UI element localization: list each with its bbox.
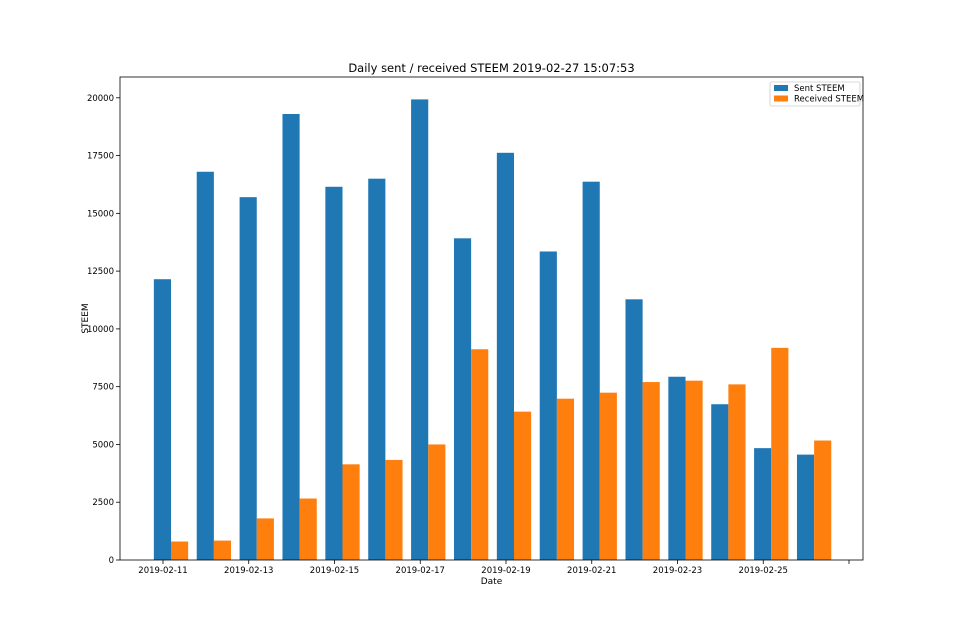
sent-bar-2019-02-23 <box>668 376 686 560</box>
x-axis-ticks: 2019-02-11 2019-02-13 2019-02-15 2019-02-17… <box>138 560 850 576</box>
received-bar-2019-02-22 <box>642 382 660 560</box>
legend-swatch <box>774 95 788 102</box>
sent-bar-2019-02-25 <box>754 448 772 560</box>
received-bar-2019-02-17 <box>428 444 446 560</box>
received-bar-2019-02-23 <box>685 380 703 560</box>
legend-frame <box>769 81 861 107</box>
bars-layer <box>153 99 832 561</box>
received-bar-2019-02-15 <box>342 464 360 560</box>
sent-bar-2019-02-24 <box>711 404 729 560</box>
received-bar-2019-02-18 <box>471 349 489 560</box>
x-tick-label: 2019-02-11 <box>138 566 187 576</box>
sent-bar-2019-02-26 <box>796 454 815 560</box>
sent-bar-2019-02-18 <box>453 238 472 560</box>
x-tick-label: 2019-02-19 <box>481 566 530 576</box>
sent-bar-2019-02-15 <box>325 186 343 561</box>
sent-bar-2019-02-11 <box>153 279 171 560</box>
received-bar-2019-02-11 <box>171 541 189 560</box>
received-bar-2019-02-21 <box>599 392 617 560</box>
received-bar-2019-02-25 <box>771 347 789 560</box>
received-bar-2019-02-19 <box>514 411 532 560</box>
y-tick-label: 7500 <box>92 383 114 393</box>
received-bar-2019-02-12 <box>213 540 232 560</box>
x-axis-label: Date <box>481 577 503 587</box>
sent-bar-2019-02-22 <box>625 299 643 560</box>
y-tick-label: 15000 <box>87 209 114 219</box>
y-axis-ticks: 0 2500 5000 7500 10000 12500 15000 17500 20000 <box>87 94 120 566</box>
received-bar-2019-02-26 <box>814 440 832 560</box>
chart-title: Daily sent / received STEEM 2019-02-27 1… <box>348 61 634 75</box>
sent-bar-2019-02-16 <box>368 178 386 560</box>
sent-bar-2019-02-14 <box>282 113 300 560</box>
y-tick-label: 17500 <box>87 152 114 162</box>
received-bar-2019-02-13 <box>256 518 274 560</box>
x-tick-label: 2019-02-25 <box>739 566 788 576</box>
y-axis-label: STEEM <box>81 303 91 333</box>
sent-bar-2019-02-21 <box>582 181 600 560</box>
x-tick-label: 2019-02-23 <box>653 566 702 576</box>
sent-bar-2019-02-19 <box>496 152 514 560</box>
legend-swatch <box>774 85 788 91</box>
x-tick-label: 2019-02-13 <box>224 566 273 576</box>
sent-bar-2019-02-13 <box>239 197 257 560</box>
y-tick-label: 5000 <box>92 440 114 450</box>
received-bar-2019-02-16 <box>385 459 403 560</box>
received-bar-2019-02-24 <box>728 384 746 560</box>
axes-frame <box>119 76 864 561</box>
sent-bar-2019-02-12 <box>196 171 214 560</box>
received-bar-2019-02-20 <box>556 398 575 560</box>
x-tick-label: 2019-02-15 <box>310 566 359 576</box>
x-tick-label: 2019-02-21 <box>567 566 616 576</box>
legend-label: Received STEEM <box>794 95 864 105</box>
x-tick-label: 2019-02-17 <box>396 566 445 576</box>
y-tick-label: 20000 <box>87 94 114 104</box>
legend-label: Sent STEEM <box>794 84 845 94</box>
sent-bar-2019-02-17 <box>411 99 429 560</box>
received-bar-2019-02-14 <box>299 498 317 560</box>
y-tick-label: 10000 <box>87 325 114 335</box>
sent-bar-2019-02-20 <box>539 251 557 560</box>
y-tick-label: 0 <box>109 556 114 566</box>
y-tick-label: 12500 <box>87 267 114 277</box>
y-tick-label: 2500 <box>92 498 114 508</box>
